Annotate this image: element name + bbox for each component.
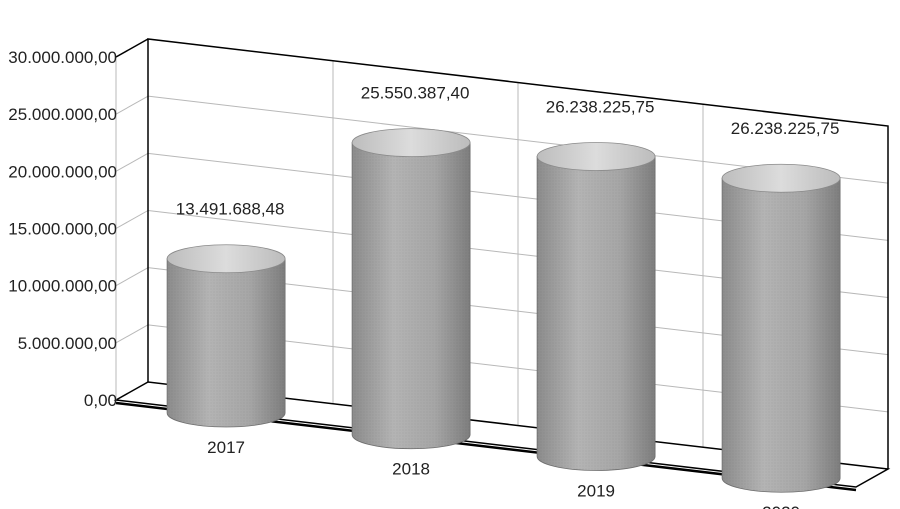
- y-tick-label: 0,00: [84, 391, 117, 410]
- x-tick-label: 2020: [762, 503, 800, 509]
- x-axis-labels: 2017 2018 2019 2020: [207, 438, 800, 509]
- bar-cap: [536, 142, 656, 171]
- y-tick-label: 20.000.000,00: [8, 162, 117, 181]
- bar-2020: [721, 163, 841, 493]
- gridline-side-1: [115, 324, 149, 344]
- y-tick-label: 10.000.000,00: [8, 277, 117, 296]
- bar-2019: [536, 142, 656, 471]
- bar-2017: [166, 244, 286, 428]
- back-wall-outline: [147, 38, 889, 469]
- y-tick-label: 15.000.000,00: [8, 220, 117, 239]
- bar-cap: [351, 128, 471, 157]
- gridline-side-4: [115, 152, 149, 172]
- bar-texture: [352, 142, 471, 449]
- x-tick-label: 2018: [392, 460, 430, 479]
- data-label: 26.238.225,75: [731, 119, 840, 138]
- gridline-side-3: [115, 210, 149, 229]
- data-label: 26.238.225,75: [546, 97, 655, 116]
- y-tick-label: 30.000.000,00: [8, 48, 117, 67]
- bar-texture: [537, 156, 656, 471]
- bar-texture: [722, 178, 841, 493]
- y-axis-labels: 0,00 5.000.000,00 10.000.000,00 15.000.000,…: [8, 48, 117, 410]
- y-tick-label: 25.000.000,00: [8, 105, 117, 124]
- data-label: 25.550.387,40: [361, 84, 470, 103]
- bar-cap: [166, 244, 286, 274]
- side-wall-top: [115, 38, 149, 58]
- data-label: 13.491.688,48: [176, 200, 285, 219]
- x-tick-label: 2019: [577, 481, 615, 500]
- bar-texture: [167, 258, 286, 427]
- bars-layer: [166, 128, 841, 493]
- data-labels: 13.491.688,48 25.550.387,40 26.238.225,75 2…: [176, 84, 840, 219]
- bar-2018: [351, 128, 471, 450]
- bar-cap: [721, 163, 841, 193]
- gridline-side-5: [115, 95, 149, 115]
- x-tick-label: 2017: [207, 438, 245, 457]
- y-tick-label: 5.000.000,00: [18, 334, 117, 353]
- gridline-side-2: [115, 267, 149, 287]
